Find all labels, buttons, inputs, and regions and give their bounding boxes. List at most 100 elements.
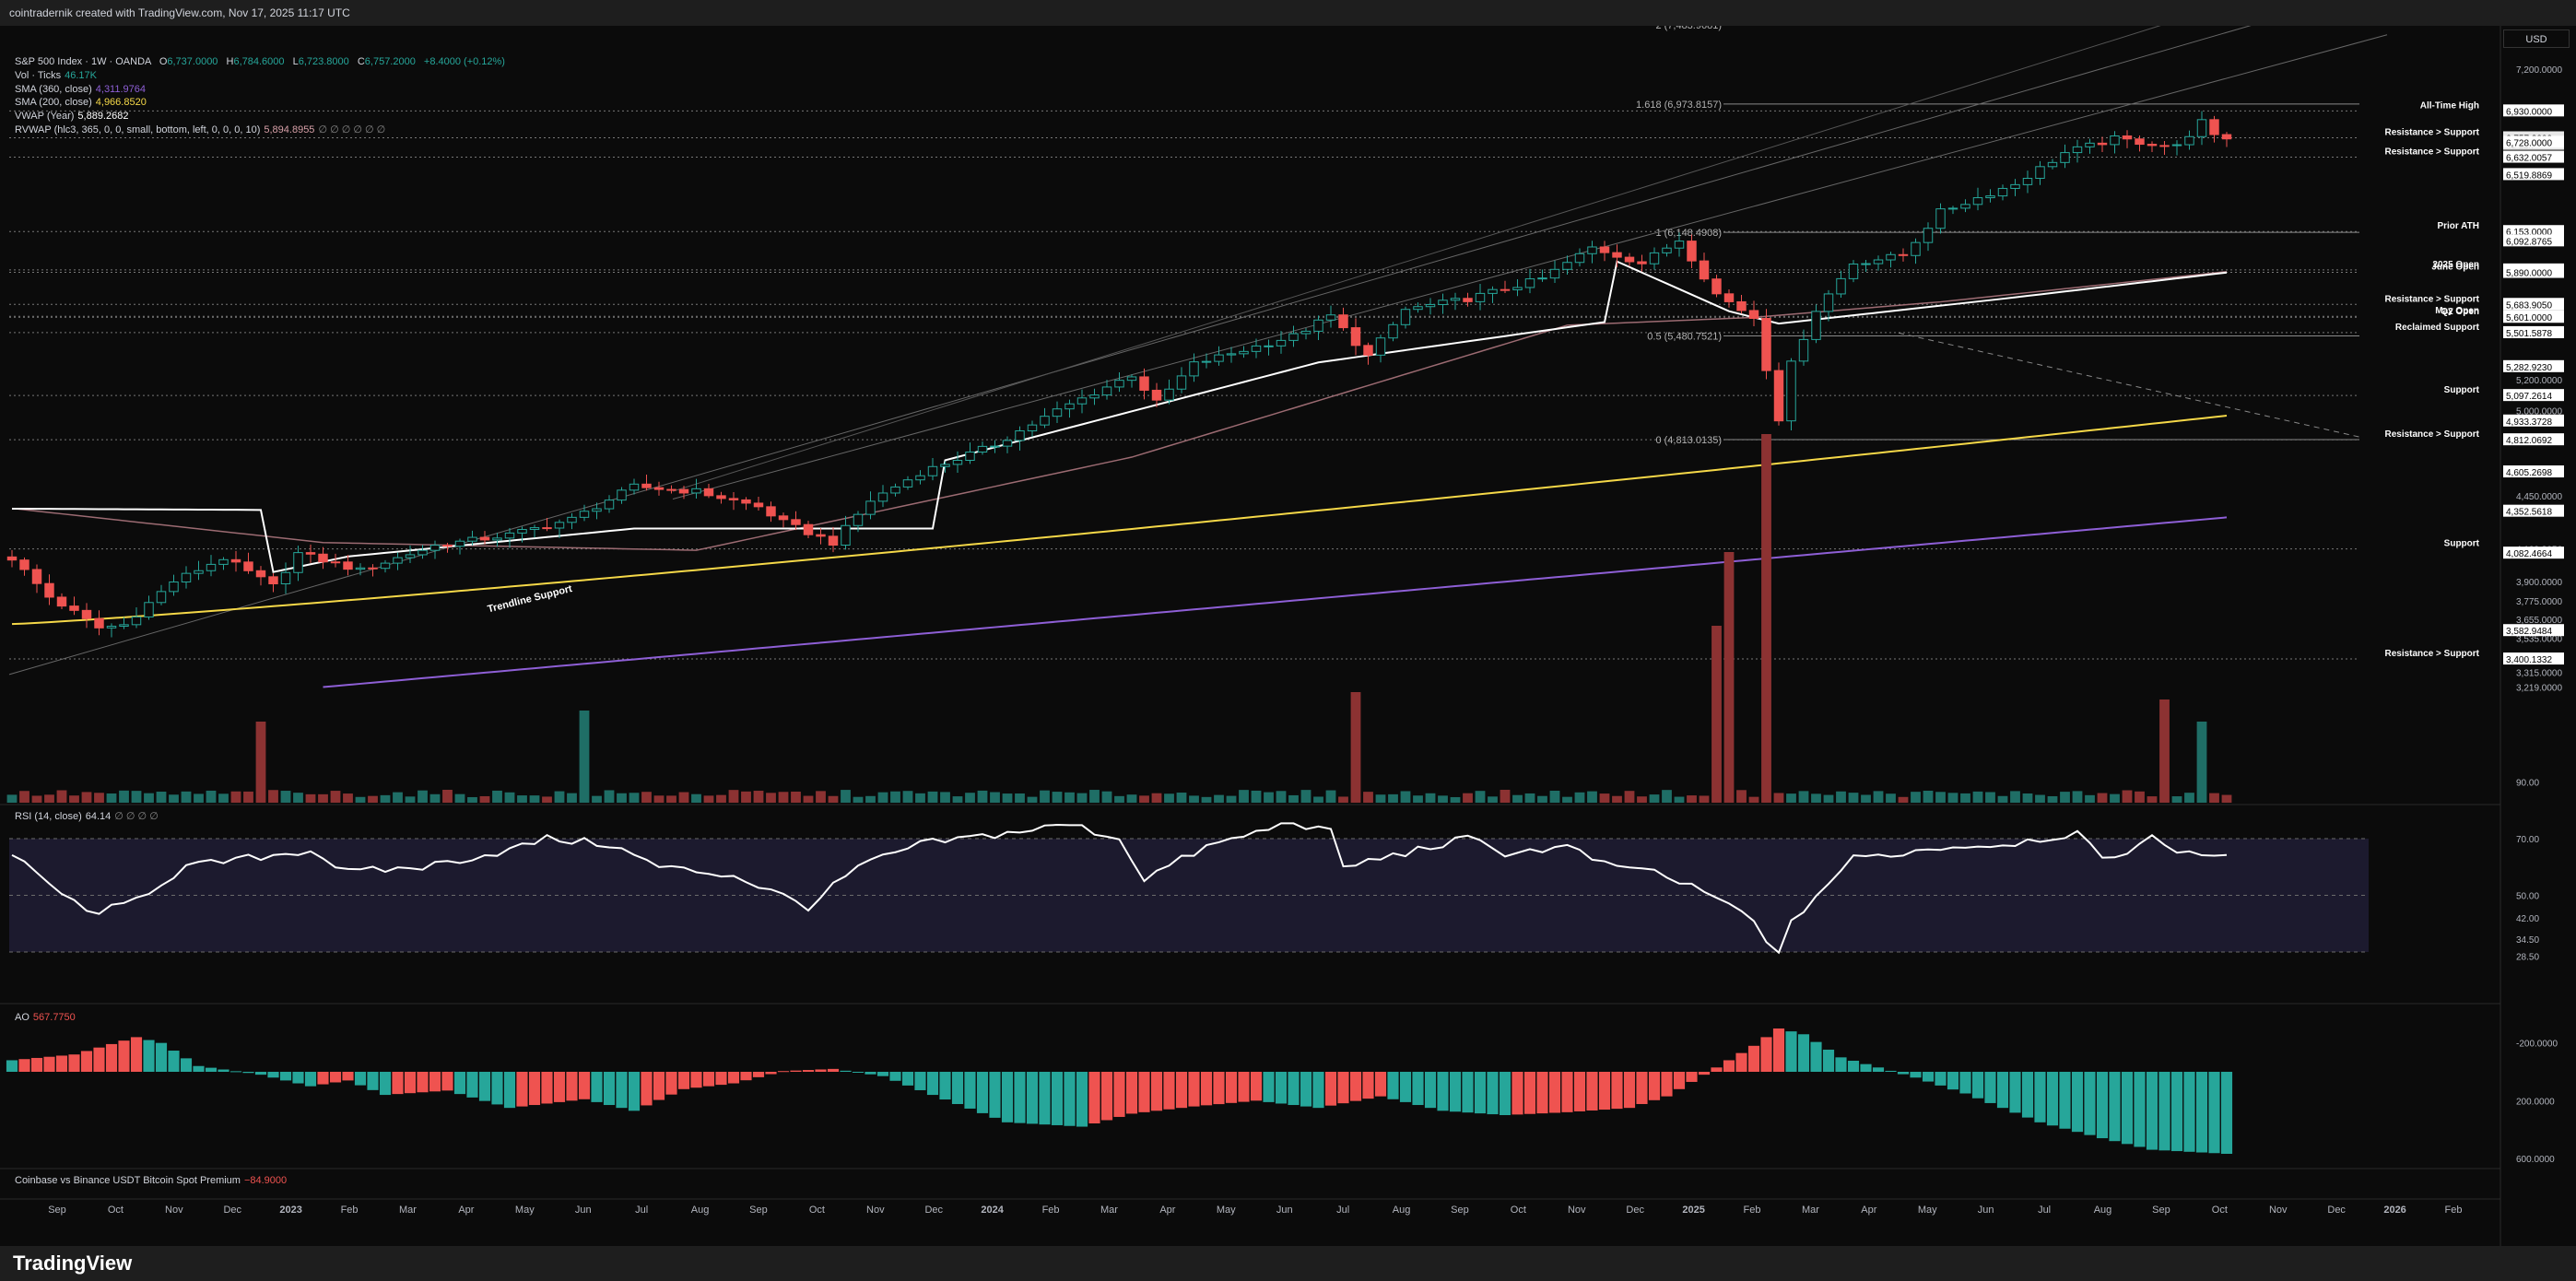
ao-bar [441, 1072, 453, 1091]
ao-bar [1312, 1072, 1324, 1109]
volume-bar [1960, 793, 1970, 803]
volume-bar [703, 795, 714, 803]
volume-bar [1114, 795, 1124, 803]
ao-bar [404, 1072, 417, 1094]
price-tag-bg [2503, 168, 2564, 181]
price-tag-bg [2503, 225, 2564, 238]
volume-bar [31, 795, 42, 803]
volume-bar [1251, 790, 1262, 803]
ao-bar [1959, 1072, 1971, 1094]
ao-bar [1971, 1072, 1984, 1099]
ao-bar [1138, 1072, 1150, 1112]
time-tick-label: Jun [1978, 1205, 1994, 1216]
ao-bar [1797, 1034, 1810, 1072]
price-tick-label: 3,315.0000 [2516, 668, 2562, 678]
level-label: All-Time High [2420, 100, 2479, 111]
level-label: Resistance > Support [2384, 294, 2479, 304]
volume-bar [2122, 790, 2133, 803]
price-tag-label: 6,632.0057 [2506, 154, 2552, 164]
candle-body [131, 616, 142, 626]
legend-sma360-value: 4,311.9764 [95, 83, 147, 95]
price-tag-bg [2503, 652, 2564, 665]
volume-bar [691, 793, 701, 803]
candle-body [1214, 354, 1224, 362]
candle-body [1972, 197, 1983, 206]
volume-bar [1997, 795, 2008, 803]
candle-body [1040, 416, 1050, 426]
ao-bar [180, 1058, 193, 1072]
ao-bar [1412, 1072, 1424, 1106]
candle-body [791, 519, 801, 525]
ao-bar [1300, 1072, 1312, 1107]
time-tick-label: Sep [48, 1205, 66, 1216]
volume-bar [1773, 793, 1784, 803]
ao-bar [2183, 1072, 2195, 1152]
currency-label[interactable]: USD [2503, 29, 2570, 48]
volume-bar [2072, 791, 2083, 803]
ao-bar [1337, 1072, 1349, 1104]
candle-body [1015, 430, 1025, 441]
volume-bar [405, 796, 416, 803]
volume-bar [1947, 793, 1958, 803]
chart-area[interactable]: All-Time High Resistance > Support Resista… [0, 0, 2576, 1246]
price-tick-label: 3,900.0000 [2516, 578, 2562, 588]
legend-vol-value: 46.17K [65, 69, 97, 81]
candle-body [1985, 195, 1995, 199]
ao-bar [1324, 1072, 1337, 1106]
volume-bar [1736, 790, 1747, 803]
time-tick-label: Dec [924, 1205, 943, 1216]
candle-body [268, 576, 278, 585]
ao-bar [1947, 1072, 1959, 1090]
ao-bar [1573, 1072, 1586, 1111]
volume-bar [181, 791, 192, 803]
volume-bar [368, 795, 378, 803]
candle-body [355, 567, 366, 570]
candle-body [1823, 293, 1834, 312]
time-tick-label: Feb [341, 1205, 359, 1216]
candle-body [1873, 259, 1884, 264]
volume-bar [741, 791, 751, 803]
volume-bar [393, 792, 403, 803]
price-tick-label: 3,219.0000 [2516, 684, 2562, 694]
rvwap-line [11, 270, 2228, 551]
candle-body [1923, 228, 1934, 243]
ao-bar [1847, 1060, 1860, 1072]
time-tick-label: Jul [2038, 1205, 2051, 1216]
candle-body [2085, 142, 2095, 147]
candle-body [877, 492, 888, 502]
candle-body [1748, 310, 1759, 320]
ao-bar [1474, 1072, 1487, 1114]
price-tag-bg [2503, 433, 2564, 446]
time-tick-label: Feb [1744, 1205, 1761, 1216]
candle-body [517, 529, 527, 534]
candle-body [504, 532, 515, 539]
ao-bar [1910, 1072, 1922, 1078]
candle-body [343, 561, 353, 570]
time-tick-label: Mar [1802, 1205, 1819, 1216]
volume-bar [1562, 796, 1572, 803]
price-tag-bg [2503, 624, 2564, 637]
time-tick-label: May [1918, 1205, 1937, 1216]
candle-body [2097, 142, 2108, 146]
volume-bar [1537, 795, 1547, 803]
volume-bar [1711, 626, 1722, 803]
volume-bar [1886, 793, 1896, 803]
chart-canvas[interactable]: All-Time High Resistance > Support Resista… [0, 0, 2576, 1246]
ao-bar [1735, 1052, 1747, 1072]
vwap-line [11, 260, 2228, 573]
ao-bar [392, 1072, 404, 1095]
ao-bar [317, 1072, 329, 1085]
price-tag-bg [2503, 311, 2564, 323]
volume-bar [69, 795, 79, 803]
volume-bar [604, 790, 615, 803]
ao-bar [1561, 1072, 1573, 1112]
volume-bar [1052, 792, 1063, 803]
price-tag-label: 5,601.0000 [2506, 313, 2552, 323]
volume-bar [44, 794, 54, 803]
candle-body [1002, 440, 1013, 447]
price-tick-label: 4,450.0000 [2516, 492, 2562, 502]
price-tag-label: 5,890.0000 [2506, 269, 2552, 279]
ao-bar [267, 1072, 279, 1078]
candle-body [952, 460, 963, 465]
candle-body [293, 552, 303, 573]
